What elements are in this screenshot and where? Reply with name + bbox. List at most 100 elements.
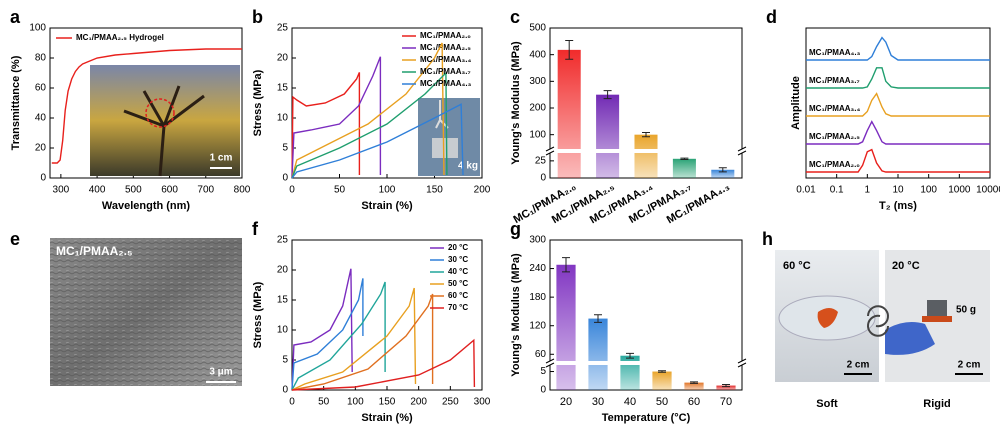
break-mark (737, 146, 747, 156)
y-axis-label: Transmittance (%) (10, 55, 22, 150)
break-mark (737, 358, 747, 368)
axis-break (547, 361, 745, 365)
series-line (291, 103, 464, 179)
x-tick-label: 250 (442, 397, 459, 408)
y-tick-label: 0 (540, 385, 546, 396)
error-bar (626, 352, 634, 359)
y-axis-label: Stress (MPa) (252, 281, 264, 348)
x-tick-label: 0.01 (796, 185, 816, 196)
series-line (291, 287, 417, 391)
x-tick-label: 500 (125, 185, 142, 196)
x-tick-label: 70 (720, 396, 732, 408)
series-label: MC₁/PMAA₂.₅ (809, 132, 860, 141)
x-axis-label: Wavelength (nm) (102, 200, 191, 212)
y-tick-label: 80 (35, 53, 47, 64)
error-bar (642, 132, 650, 138)
y-tick-label: 240 (529, 263, 546, 274)
y-tick-label: 60 (535, 349, 547, 360)
x-axis-label: Temperature (°C) (602, 412, 691, 424)
x-tick-label: 200 (410, 397, 427, 408)
x-tick-label: 800 (234, 185, 251, 196)
bar (620, 355, 640, 390)
series-line (291, 71, 448, 179)
sem-label: MC₁/PMAA₂.₅ (56, 244, 132, 258)
x-tick-label: 60 (688, 396, 700, 408)
panel-letter: c (510, 7, 520, 27)
scale-bar-label: 2 cm (847, 360, 870, 371)
inset-highlight (145, 98, 175, 128)
legend-label: MC₁/PMAA₄.₃ (420, 79, 472, 88)
x-tick-label: 600 (161, 185, 178, 196)
y-tick-label: 0 (282, 173, 288, 184)
series-line (806, 92, 990, 117)
legend-label: 30 °C (448, 255, 468, 264)
x-tick-label: 10000 (976, 185, 1000, 196)
series-line (806, 67, 990, 89)
x-tick-label: 300 (53, 185, 70, 196)
legend-label: 20 °C (448, 243, 468, 252)
x-tick-label: 50 (334, 185, 346, 196)
photo-temperature: 60 °C (783, 260, 811, 272)
glove (885, 322, 935, 355)
x-tick-label: 1000 (948, 185, 971, 196)
panel-letter: e (10, 229, 20, 249)
axis-break (547, 149, 745, 153)
series-label: MC₁/PMAA₃.₇ (809, 76, 860, 85)
series-line (291, 72, 361, 179)
x-tick-label: 50 (318, 397, 330, 408)
legend-label: MC₁/PMAA₃.₇ (420, 67, 471, 76)
panel-letter: b (252, 7, 263, 27)
x-tick-label: 50 (656, 396, 668, 408)
hydrogel-soft (817, 308, 838, 328)
y-tick-label: 20 (277, 265, 289, 276)
inset-weight (432, 138, 458, 158)
x-tick-label: 700 (197, 185, 214, 196)
y-axis-label: Stress (MPa) (252, 69, 264, 136)
bar (652, 371, 672, 390)
legend-label: MC₁/PMAA₂.₅ Hydrogel (76, 33, 164, 42)
y-tick-label: 60 (35, 83, 47, 94)
y-tick-label: 500 (529, 23, 546, 34)
legend-label: 70 °C (448, 303, 468, 312)
series-label: MC₁/PMAA₃.₄ (809, 104, 860, 113)
series-line (806, 148, 990, 173)
y-tick-label: 5 (540, 366, 546, 377)
error-bar (680, 157, 689, 160)
photo-caption: Soft (816, 398, 838, 410)
y-tick-label: 25 (277, 23, 289, 34)
x-tick-label: 100 (920, 185, 937, 196)
x-tick-label: 30 (592, 396, 604, 408)
series-label: MC₁/PMAA₂.₀ (809, 160, 860, 169)
x-tick-label: 100 (347, 397, 364, 408)
y-tick-label: 0 (40, 173, 46, 184)
y-tick-label: 100 (529, 129, 546, 140)
legend-label: MC₁/PMAA₂.₅ (420, 43, 471, 52)
legend-label: MC₁/PMAA₂.₀ (420, 31, 471, 40)
series-line (291, 338, 476, 391)
scale-bar-label: 3 μm (209, 367, 232, 378)
legend-label: 50 °C (448, 279, 468, 288)
x-tick-label: 0 (289, 397, 295, 408)
series-line (291, 268, 353, 391)
y-tick-label: 25 (277, 235, 289, 246)
y-tick-label: 25 (535, 155, 547, 166)
photo-temperature: 20 °C (892, 260, 920, 272)
series-line (291, 293, 434, 391)
bar (684, 382, 704, 390)
legend-label: 60 °C (448, 291, 468, 300)
inset-label: 4 kg (458, 161, 478, 172)
x-tick-label: 20 (560, 396, 572, 408)
y-tick-label: 100 (29, 23, 46, 34)
error-bar (690, 381, 698, 384)
series-line (806, 36, 990, 61)
series-label: MC₁/PMAA₄.₃ (809, 48, 861, 57)
series-line (291, 281, 386, 391)
x-tick-label: 200 (474, 185, 491, 196)
y-tick-label: 5 (282, 355, 288, 366)
x-axis-label: Strain (%) (361, 412, 413, 424)
y-tick-label: 15 (277, 295, 289, 306)
x-tick-label: 150 (379, 397, 396, 408)
x-tick-label: 100 (379, 185, 396, 196)
legend-label: MC₁/PMAA₃.₄ (420, 55, 471, 64)
